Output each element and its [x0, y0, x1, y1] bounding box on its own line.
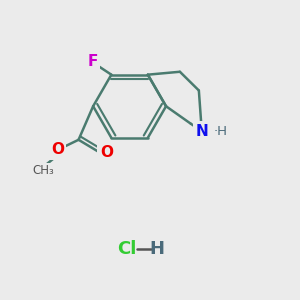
Text: N: N — [195, 124, 208, 139]
Text: F: F — [87, 54, 98, 69]
Text: Cl: Cl — [117, 240, 136, 258]
Text: H: H — [150, 240, 165, 258]
Text: ·H: ·H — [213, 124, 227, 137]
Text: CH₃: CH₃ — [32, 164, 54, 177]
Text: O: O — [51, 142, 64, 158]
Text: O: O — [100, 146, 113, 160]
